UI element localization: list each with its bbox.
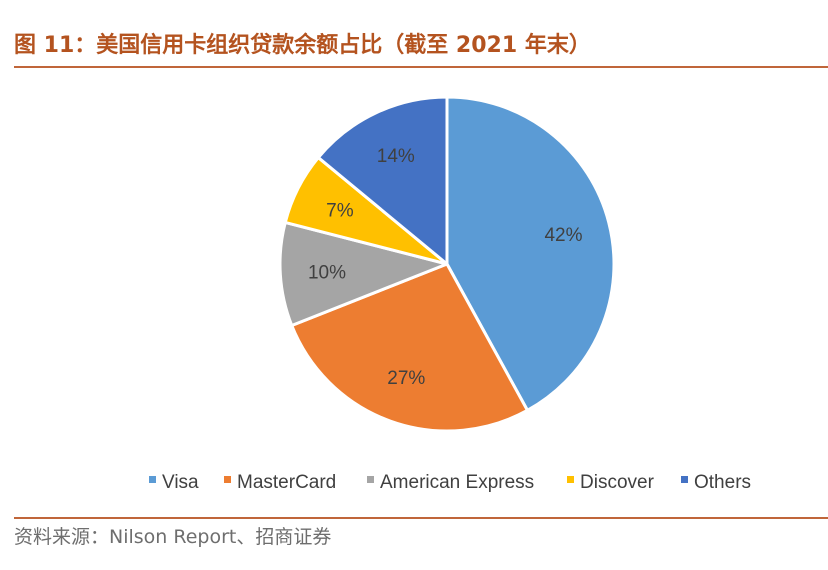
legend-swatch-mastercard (224, 476, 231, 483)
source-note: 资料来源：Nilson Report、招商证券 (14, 526, 332, 548)
legend-swatch-others (681, 476, 688, 483)
title-divider (14, 66, 828, 68)
data-label-american-express: 10% (308, 263, 346, 284)
pie-chart: 42% 27% 10% 7% 14% Visa MasterCard American Ex… (149, 95, 751, 493)
figure-title: 图 11：美国信用卡组织贷款余额占比（截至 2021 年末） (14, 33, 591, 58)
legend-swatch-visa (149, 476, 156, 483)
legend-swatch-american-express (367, 476, 374, 483)
data-label-mastercard: 27% (387, 368, 425, 389)
pie-slice-visa (445, 95, 616, 412)
source-divider (14, 517, 828, 519)
legend-swatch-discover (567, 476, 574, 483)
legend-label-others: Others (694, 472, 751, 493)
legend-label-visa: Visa (162, 472, 199, 493)
legend-label-discover: Discover (580, 472, 655, 493)
pie-slice-mastercard (290, 262, 529, 433)
chart-legend: Visa MasterCard American Express Discover Ot… (149, 472, 751, 493)
legend-label-american-express: American Express (380, 472, 534, 493)
pie-slices (278, 95, 616, 433)
pie-slice-others (316, 95, 449, 266)
data-label-others: 14% (377, 146, 415, 167)
data-label-visa: 42% (544, 225, 582, 246)
data-label-discover: 7% (326, 200, 354, 221)
legend-label-mastercard: MasterCard (237, 472, 336, 493)
pie-slice-american-express (278, 220, 449, 327)
pie-data-labels: 42% 27% 10% 7% 14% (308, 146, 583, 389)
